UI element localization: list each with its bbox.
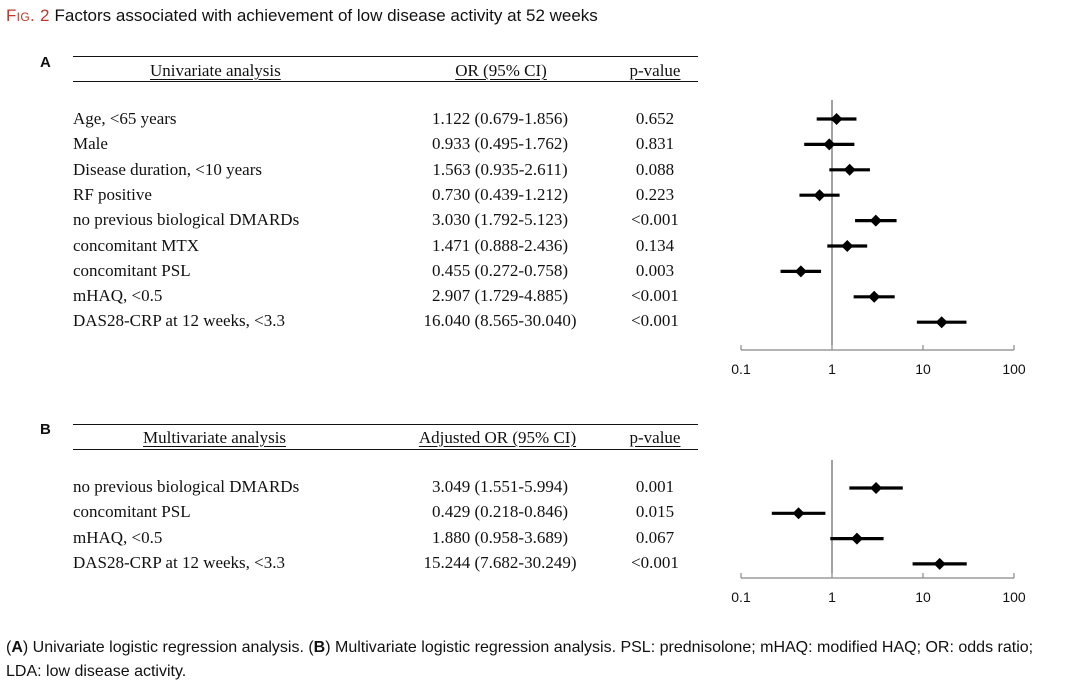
row-p-value: <0.001 <box>631 210 679 230</box>
or-point <box>792 507 805 520</box>
or-point <box>794 265 807 278</box>
or-point <box>868 290 881 303</box>
row-or-ci: 1.563 (0.935-2.611) <box>432 159 568 179</box>
or-point <box>933 557 946 570</box>
row-p-value: <0.001 <box>631 286 679 306</box>
row-factor: DAS28-CRP at 12 weeks, <3.3 <box>73 311 286 331</box>
row-factor: concomitant PSL <box>73 502 191 522</box>
row-p-value: 0.001 <box>635 477 675 496</box>
row-or-ci: 0.455 (0.272-0.758) <box>432 260 568 280</box>
row-factor: DAS28-CRP at 12 weeks, <3.3 <box>73 552 286 572</box>
row-factor: Age, <65 years <box>73 109 177 128</box>
row-p-value: 0.003 <box>635 260 675 280</box>
x-tick-label: 0.1 <box>731 361 751 377</box>
panel-b-top-rule <box>73 424 698 425</box>
row-or-ci: 1.880 (0.958-3.689) <box>432 527 568 547</box>
or-point <box>850 532 863 545</box>
row-or-ci: 0.933 (0.495-1.762) <box>432 134 568 154</box>
row-factor: concomitant PSL <box>73 260 191 280</box>
row-or-ci: 2.907 (1.729-4.885) <box>432 286 568 306</box>
x-tick-label: 1 <box>828 361 836 377</box>
row-or-ci: 15.244 (7.682-30.249) <box>423 552 577 572</box>
row-factor: RF positive <box>73 184 152 204</box>
panel-b-header-factor: Multivariate analysis <box>143 428 287 447</box>
row-factor: mHAQ, <0.5 <box>73 286 163 306</box>
panel-a-letter: A <box>40 54 51 71</box>
panel-a-top-rule <box>73 56 698 57</box>
panel-a-header-rule <box>73 81 698 82</box>
panel-b-header-or: Adjusted OR (95% CI) <box>418 428 577 447</box>
row-p-value: 0.015 <box>635 502 675 522</box>
row-or-ci: 16.040 (8.565-30.040) <box>423 311 577 331</box>
row-or-ci: 1.122 (0.679-1.856) <box>432 109 568 128</box>
row-or-ci: 1.471 (0.888-2.436) <box>432 235 568 255</box>
caption-a-text: Univariate logistic regression analysis.… <box>32 639 314 656</box>
figure-caption: (A) Univariate logistic regression analy… <box>6 639 1034 680</box>
panel-b-letter: B <box>40 421 51 438</box>
caption-a-letter: A <box>11 639 23 656</box>
row-p-value: 0.223 <box>635 184 675 204</box>
row-factor: no previous biological DMARDs <box>73 477 300 496</box>
or-point <box>813 189 826 202</box>
caption-rest: Multivariate logistic regression analysi… <box>6 639 1034 680</box>
row-or-ci: 3.030 (1.792-5.123) <box>432 210 568 230</box>
panel-b-forest-plot: 0.1 1 10 100 <box>731 460 1026 605</box>
row-factor: Disease duration, <10 years <box>73 159 262 179</box>
row-factor: no previous biological DMARDs <box>73 210 300 230</box>
row-p-value: 0.652 <box>635 109 675 128</box>
row-p-value: 0.831 <box>635 134 675 154</box>
or-point <box>870 482 883 494</box>
panel-a-header-or: OR (95% CI) <box>455 61 547 80</box>
x-tick-label: 100 <box>1002 361 1026 377</box>
x-tick-label: 0.1 <box>731 589 751 605</box>
panel-a-header-p: p-value <box>629 61 681 80</box>
x-tick-label: 10 <box>915 361 931 377</box>
figure-title-text: Factors associated with achievement of l… <box>54 6 598 25</box>
row-or-ci: 0.429 (0.218-0.846) <box>432 502 568 522</box>
row-p-value: 0.088 <box>635 159 675 179</box>
panel-a-header-factor: Univariate analysis <box>150 61 281 80</box>
row-or-ci: 0.730 (0.439-1.212) <box>432 184 568 204</box>
row-p-value: 0.067 <box>635 527 675 547</box>
row-factor: concomitant MTX <box>73 235 200 255</box>
panel-b-header-p: p-value <box>629 428 681 447</box>
or-point <box>830 113 843 125</box>
figure-title: Fig. 2 Factors associated with achieveme… <box>6 6 598 26</box>
x-tick-label: 10 <box>915 589 931 605</box>
or-point <box>869 214 882 227</box>
or-point <box>841 240 854 252</box>
row-or-ci: 3.049 (1.551-5.994) <box>432 477 568 496</box>
x-tick-label: 100 <box>1002 589 1026 605</box>
row-p-value: <0.001 <box>631 552 679 572</box>
row-p-value: <0.001 <box>631 311 679 331</box>
or-point <box>935 316 948 329</box>
row-factor: Male <box>73 134 108 154</box>
row-factor: mHAQ, <0.5 <box>73 527 163 547</box>
caption-b-letter: B <box>313 639 326 656</box>
or-point <box>823 138 836 151</box>
figure-label: Fig. 2 <box>6 6 50 25</box>
row-p-value: 0.134 <box>635 235 675 255</box>
x-tick-label: 1 <box>828 589 836 605</box>
panel-a-forest-plot: 0.1 1 10 100 <box>731 100 1026 377</box>
panel-b-header-rule <box>73 449 698 450</box>
or-point <box>843 163 856 176</box>
